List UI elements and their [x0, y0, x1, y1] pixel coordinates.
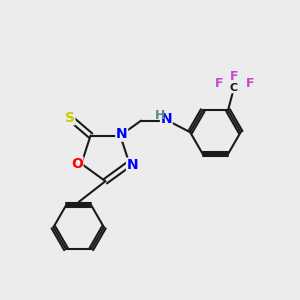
Text: F: F — [246, 77, 255, 90]
Text: F: F — [230, 70, 238, 83]
Text: N: N — [116, 127, 127, 141]
Text: S: S — [65, 111, 75, 125]
Text: N: N — [160, 112, 172, 126]
Text: C: C — [230, 83, 238, 93]
Text: N: N — [127, 158, 138, 172]
Text: O: O — [71, 157, 83, 171]
Text: H: H — [155, 109, 166, 122]
Text: F: F — [215, 77, 224, 90]
